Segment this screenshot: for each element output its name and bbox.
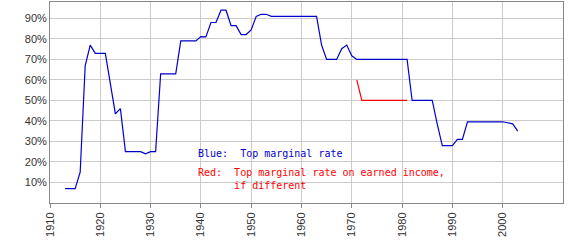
- svg-text:1940: 1940: [194, 212, 206, 236]
- svg-text:1990: 1990: [446, 212, 458, 236]
- svg-text:Blue: Top marginal rate: Blue: Top marginal rate: [198, 148, 343, 159]
- svg-text:30%: 30%: [25, 135, 47, 147]
- svg-text:1910: 1910: [44, 212, 56, 236]
- svg-text:60%: 60%: [25, 74, 47, 86]
- svg-text:1980: 1980: [396, 212, 408, 236]
- svg-text:80%: 80%: [25, 33, 47, 45]
- svg-text:10%: 10%: [25, 176, 47, 188]
- svg-text:20%: 20%: [25, 156, 47, 168]
- svg-text:1950: 1950: [245, 212, 257, 236]
- svg-text:50%: 50%: [25, 94, 47, 106]
- svg-text:1930: 1930: [144, 212, 156, 236]
- svg-text:Red: Top marginal rate on ear: Red: Top marginal rate on earned income,…: [198, 167, 445, 191]
- svg-text:1970: 1970: [345, 212, 357, 236]
- svg-text:90%: 90%: [25, 12, 47, 24]
- svg-text:1960: 1960: [295, 212, 307, 236]
- svg-text:1920: 1920: [94, 212, 106, 236]
- svg-text:2000: 2000: [496, 212, 508, 236]
- svg-text:70%: 70%: [25, 53, 47, 65]
- svg-text:40%: 40%: [25, 115, 47, 127]
